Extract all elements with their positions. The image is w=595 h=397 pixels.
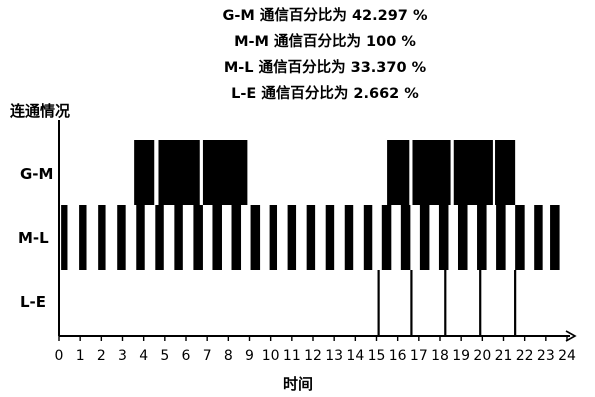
x-tick-label: 9 bbox=[245, 348, 254, 364]
ml-bar bbox=[306, 205, 316, 270]
x-tick-label: 8 bbox=[224, 348, 233, 364]
ml-bar bbox=[155, 205, 164, 270]
ml-bar bbox=[515, 205, 525, 270]
gm-bar bbox=[158, 140, 200, 205]
x-tick-label: 19 bbox=[452, 348, 470, 364]
gm-bar bbox=[453, 140, 493, 205]
row-label-gm: G-M bbox=[20, 165, 53, 183]
x-tick-label: 0 bbox=[55, 348, 64, 364]
ml-bar bbox=[212, 205, 222, 270]
ml-bar bbox=[344, 205, 354, 270]
x-tick-label: 14 bbox=[346, 348, 364, 364]
gm-bar bbox=[134, 140, 155, 205]
header-line-mm: M-M 通信百分比为 100 % bbox=[234, 34, 416, 50]
ml-bar bbox=[419, 205, 430, 270]
x-tick-label: 12 bbox=[304, 348, 322, 364]
ml-bar bbox=[496, 205, 506, 270]
x-tick-label: 16 bbox=[389, 348, 407, 364]
ml-bar bbox=[550, 205, 560, 270]
x-tick-label: 6 bbox=[182, 348, 191, 364]
ml-bar bbox=[438, 205, 449, 270]
ml-bar bbox=[79, 205, 87, 270]
gm-series bbox=[134, 140, 516, 205]
x-tick-label: 21 bbox=[495, 348, 513, 364]
ml-bar bbox=[98, 205, 106, 270]
header-line-ml: M-L 通信百分比为 33.370 % bbox=[223, 60, 427, 76]
ml-bar bbox=[193, 205, 203, 270]
le-series bbox=[377, 270, 517, 336]
ml-bar bbox=[117, 205, 126, 270]
x-tick-label: 2 bbox=[97, 348, 106, 364]
x-tick-label: 18 bbox=[431, 348, 449, 364]
x-tick-label: 5 bbox=[160, 348, 169, 364]
x-tick-label: 10 bbox=[262, 348, 280, 364]
y-axis-label: 连通情况 bbox=[10, 102, 70, 120]
x-tick-label: 13 bbox=[325, 348, 343, 364]
header-line-gm: G-M 通信百分比为 42.297 % bbox=[222, 8, 428, 24]
x-tick-label: 3 bbox=[118, 348, 127, 364]
x-tick-label: 11 bbox=[283, 348, 301, 364]
x-tick-label: 23 bbox=[537, 348, 555, 364]
ml-bar bbox=[457, 205, 468, 270]
x-tick-label: 24 bbox=[558, 348, 576, 364]
gm-bar bbox=[387, 140, 410, 205]
ml-bar bbox=[231, 205, 242, 270]
gm-bar bbox=[202, 140, 248, 205]
ml-bar bbox=[269, 205, 278, 270]
x-tick-label: 17 bbox=[410, 348, 428, 364]
header-line-le: L-E 通信百分比为 2.662 % bbox=[231, 86, 419, 102]
x-tick-label: 7 bbox=[203, 348, 212, 364]
ml-bar bbox=[363, 205, 373, 270]
ml-bar bbox=[534, 205, 543, 270]
x-tick-label: 20 bbox=[473, 348, 491, 364]
row-label-ml: M-L bbox=[18, 229, 49, 247]
x-tick-label: 4 bbox=[139, 348, 148, 364]
x-tick-label: 15 bbox=[368, 348, 386, 364]
ml-bar bbox=[287, 205, 297, 270]
gm-bar bbox=[412, 140, 451, 205]
gm-bar bbox=[495, 140, 516, 205]
x-tick-label: 22 bbox=[516, 348, 534, 364]
ml-series bbox=[61, 205, 560, 270]
x-tick-label: 1 bbox=[76, 348, 85, 364]
ml-bar bbox=[325, 205, 335, 270]
ml-bar bbox=[250, 205, 261, 270]
ml-bar bbox=[381, 205, 392, 270]
ml-bar bbox=[400, 205, 411, 270]
ml-bar bbox=[61, 205, 68, 270]
ml-bar bbox=[477, 205, 487, 270]
ml-bar bbox=[174, 205, 183, 270]
x-axis-arrow bbox=[565, 330, 577, 342]
ml-bar bbox=[136, 205, 145, 270]
row-label-le: L-E bbox=[20, 293, 46, 311]
x-axis-label: 时间 bbox=[283, 375, 313, 393]
x-ticks: 0 1 2 3 4 5 6 7 8 9 10 11 12 13 14 15 16 17 18 19 20 21 22 23 24 bbox=[55, 336, 576, 364]
